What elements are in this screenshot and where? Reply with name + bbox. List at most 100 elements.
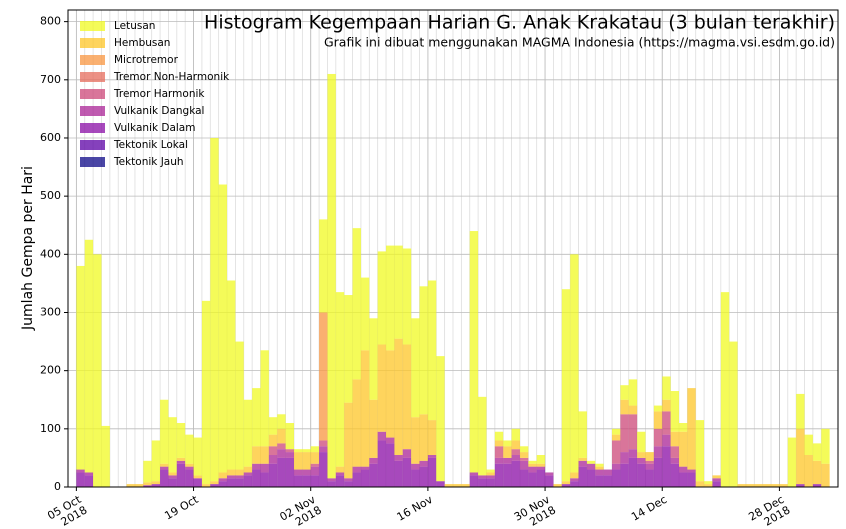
- bar-segment: [796, 393, 805, 429]
- bar-segment: [335, 475, 345, 487]
- legend-label: Tektonik Lokal: [113, 139, 188, 151]
- bar-segment: [335, 472, 345, 476]
- bar-segment: [419, 466, 428, 487]
- bar-segment: [419, 460, 428, 467]
- bar-segment: [185, 434, 194, 464]
- bar-segment: [344, 481, 353, 487]
- bar-segment: [653, 446, 663, 458]
- bar-segment: [503, 463, 512, 487]
- bar-segment: [528, 463, 537, 467]
- bar-segment: [168, 478, 177, 487]
- bar-segment: [352, 228, 361, 380]
- bar-segment: [720, 292, 730, 487]
- bar-segment: [469, 472, 479, 476]
- bar-segment: [528, 460, 537, 464]
- x-tick-label: 30 Nov2018: [512, 493, 559, 529]
- y-tick-label: 200: [40, 364, 61, 377]
- bar-segment: [511, 428, 520, 441]
- bar-segment: [511, 455, 520, 461]
- bar-segment: [561, 484, 571, 487]
- bar-segment: [570, 478, 579, 482]
- bar-segment: [394, 460, 403, 487]
- bar-segment: [260, 350, 269, 447]
- bar-segment: [402, 449, 412, 458]
- bar-segment: [277, 414, 286, 429]
- bar-segment: [578, 457, 587, 461]
- legend-label: Tremor Harmonik: [113, 88, 205, 100]
- bar-segment: [319, 452, 328, 487]
- bar-segment: [76, 265, 85, 470]
- bar-segment: [260, 463, 269, 473]
- legend-swatch: [80, 140, 105, 150]
- bar-segment: [394, 245, 403, 339]
- bar-segment: [453, 484, 462, 487]
- bar-segment: [645, 463, 654, 470]
- y-tick-label: 300: [40, 305, 61, 318]
- bar-segment: [503, 446, 512, 458]
- bar-segment: [570, 481, 579, 487]
- bar-segment: [620, 385, 629, 400]
- bar-segment: [754, 484, 763, 487]
- bar-segment: [427, 457, 437, 487]
- bar-segment: [218, 184, 228, 473]
- bar-segment: [411, 469, 420, 487]
- y-tick-label: 500: [40, 189, 61, 202]
- bar-segment: [628, 414, 638, 450]
- bar-segment: [704, 481, 713, 485]
- legend-label: Vulkanik Dangkal: [114, 105, 204, 117]
- bar-segment: [645, 452, 654, 461]
- bar-segment: [628, 457, 638, 487]
- bar-segment: [712, 475, 721, 479]
- bar-segment: [310, 475, 320, 487]
- bar-segment: [319, 440, 328, 447]
- bar-segment: [210, 481, 219, 485]
- plot-area: [67, 9, 839, 488]
- y-tick-label: 800: [40, 15, 61, 28]
- bar-segment: [293, 475, 303, 487]
- bar-segment: [812, 460, 822, 485]
- y-tick-label: 600: [40, 131, 61, 144]
- bar-segment: [712, 481, 721, 487]
- bar-segment: [268, 417, 278, 435]
- bar-segment: [612, 434, 621, 441]
- bar-segment: [134, 484, 144, 487]
- bar-segment: [260, 472, 269, 487]
- bar-segment: [185, 466, 194, 470]
- bar-segment: [687, 469, 696, 473]
- x-tick-label: 05 Oct2018: [45, 493, 90, 529]
- bar-segment: [637, 457, 646, 464]
- x-tick-label: 14 Dec: [629, 493, 669, 524]
- bar-segment: [586, 463, 596, 470]
- bar-segment: [771, 484, 780, 487]
- bar-segment: [653, 457, 663, 487]
- bar-segment: [586, 460, 596, 464]
- bar-segment: [185, 469, 194, 487]
- bar-segment: [319, 312, 328, 441]
- bar-segment: [243, 472, 253, 476]
- legend-label: Hembusan: [114, 37, 170, 49]
- bar-segment: [637, 431, 646, 453]
- bar-segment: [469, 231, 479, 473]
- legend-label: Tektonik Jauh: [113, 156, 184, 168]
- bar-segment: [302, 449, 311, 453]
- bar-segment: [812, 443, 822, 461]
- bar-segment: [662, 446, 671, 487]
- x-tick-label: 02 Nov2018: [277, 493, 324, 529]
- bar-segment: [277, 428, 286, 444]
- bar-segment: [662, 411, 671, 435]
- bar-segment: [176, 457, 186, 461]
- bar-segment: [536, 469, 546, 487]
- bar-segment: [536, 463, 546, 467]
- bar-segment: [478, 396, 487, 476]
- bar-segment: [344, 295, 353, 403]
- bar-segment: [603, 469, 613, 476]
- bar-segment: [494, 440, 504, 447]
- bar-segment: [528, 466, 537, 473]
- bar-segment: [812, 484, 822, 487]
- bar-segment: [227, 469, 236, 476]
- bar-segment: [252, 446, 261, 464]
- bar-segment: [436, 356, 445, 482]
- bar-segment: [402, 457, 412, 487]
- bar-segment: [344, 478, 353, 482]
